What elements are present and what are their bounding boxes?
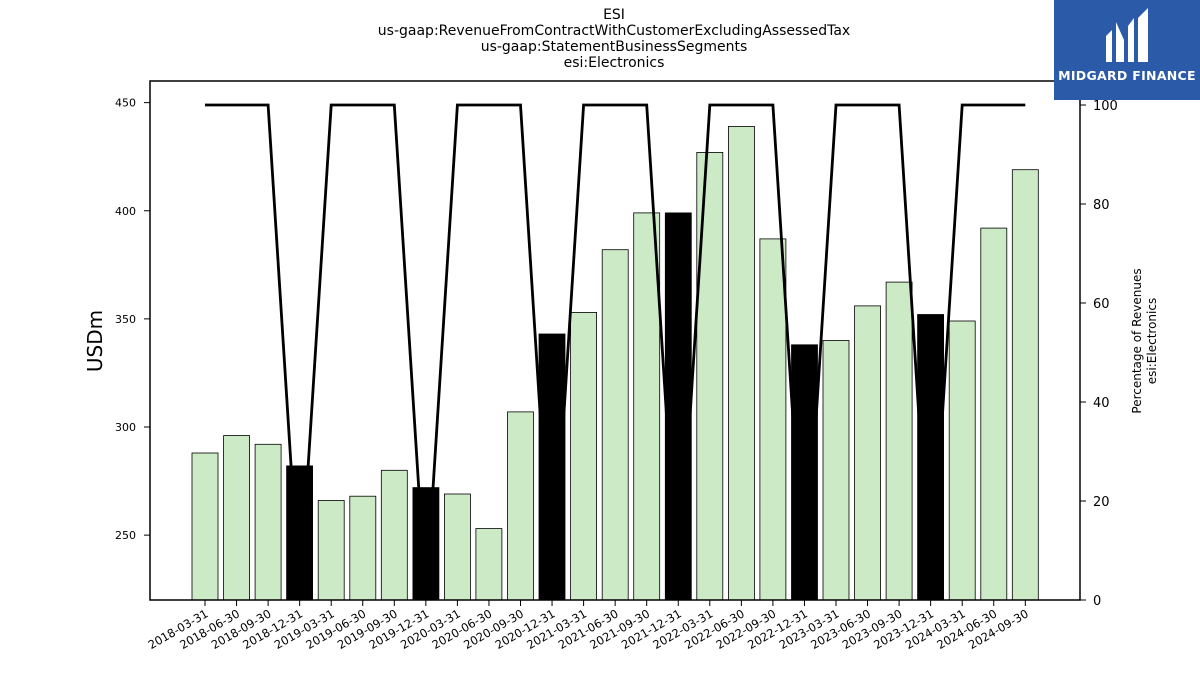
bar-2018-12-31	[286, 465, 314, 601]
bar-2021-12-31	[664, 212, 692, 601]
chart-title-line-2: us-gaap:RevenueFromContractWithCustomerE…	[377, 23, 851, 39]
left-tick-label-250: 250	[115, 529, 136, 542]
bar-2018-09-30	[254, 443, 282, 601]
right-axis: 0 20 40 60 80 100	[1080, 99, 1118, 609]
logo-mark-icon	[1106, 8, 1148, 62]
bar-2018-03-31	[191, 452, 219, 601]
left-tick-label-350: 350	[115, 313, 136, 326]
chart-title-line-4: esi:Electronics	[563, 55, 665, 71]
bar-2024-09-30	[1011, 169, 1039, 601]
bar-2021-09-30	[633, 212, 661, 601]
bar-2020-06-30	[475, 528, 503, 601]
bar-2022-03-31	[696, 151, 724, 601]
right-tick-label-60: 60	[1093, 297, 1110, 312]
right-tick-label-20: 20	[1093, 495, 1110, 510]
left-tick-label-400: 400	[115, 205, 136, 218]
bar-2019-06-30	[349, 495, 377, 601]
bar-2020-09-30	[507, 411, 534, 601]
bar-2018-06-30	[223, 435, 251, 601]
bar-2023-09-30	[885, 281, 913, 601]
midgard-finance-logo: MIDGARD FINANCE	[1054, 0, 1200, 100]
bar-2019-09-30	[380, 469, 408, 601]
bar-2022-06-30	[728, 126, 755, 601]
bar-2021-03-31	[570, 311, 597, 601]
left-tick-label-300: 300	[115, 421, 136, 434]
left-tick-label-450: 450	[115, 97, 136, 110]
right-tick-label-80: 80	[1093, 198, 1110, 213]
bar-series	[191, 126, 1039, 601]
left-axis: 250 300 350 400 450	[115, 97, 150, 542]
x-axis: 2018-03-312018-06-302018-09-302018-12-31…	[146, 600, 1031, 652]
bar-2020-03-31	[443, 493, 471, 601]
right-tick-label-0: 0	[1093, 594, 1101, 609]
secondary-y-axis-label-line-2: esi:Electronics	[1145, 298, 1159, 384]
chart-title-line-1: ESI	[603, 7, 625, 23]
bar-2023-03-31	[822, 340, 850, 601]
bar-2024-06-30	[980, 227, 1008, 601]
logo-text: MIDGARD FINANCE	[1058, 68, 1196, 83]
right-tick-label-40: 40	[1093, 396, 1110, 411]
y-axis-label: USDm	[83, 310, 107, 372]
chart-title-line-3: us-gaap:StatementBusinessSegments	[480, 39, 748, 55]
bar-2019-03-31	[317, 500, 345, 601]
right-tick-label-100: 100	[1093, 99, 1118, 114]
percentage-line	[205, 103, 1026, 601]
bar-2024-03-31	[948, 320, 976, 601]
secondary-y-axis-label-line-1: Percentage of Revenues	[1130, 268, 1144, 413]
percentage-line-series	[205, 103, 1026, 601]
bar-2022-09-30	[759, 238, 787, 601]
bar-2023-06-30	[854, 305, 881, 601]
bar-2021-06-30	[601, 249, 629, 601]
